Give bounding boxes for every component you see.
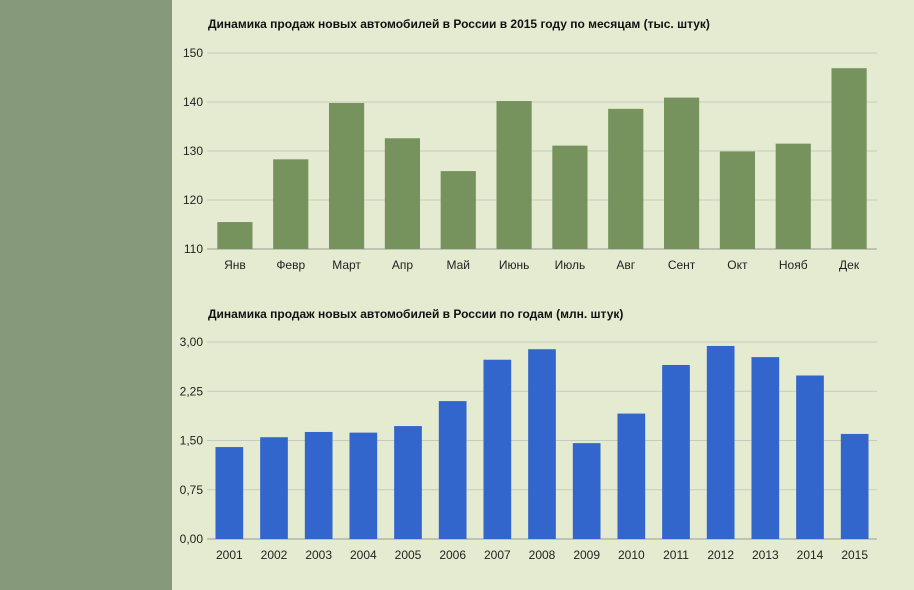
yearly-chart-title: Динамика продаж новых автомобилей в Росс…	[208, 307, 624, 321]
x-tick-label: 2014	[797, 548, 824, 562]
bar	[617, 413, 646, 539]
y-tick-label: 110	[184, 242, 203, 256]
y-tick-label: 130	[183, 144, 203, 158]
bar	[608, 108, 644, 249]
bar	[528, 349, 556, 539]
y-tick-label: 1,50	[180, 434, 204, 448]
x-tick-label: 2004	[350, 548, 377, 562]
x-tick-label: Окт	[727, 258, 748, 272]
bar	[552, 145, 588, 249]
x-tick-label: 2015	[841, 548, 868, 562]
x-tick-label: 2012	[707, 548, 734, 562]
x-tick-label: 2009	[573, 548, 600, 562]
bar	[440, 171, 476, 249]
x-tick-label: Нояб	[779, 258, 808, 272]
x-tick-label: 2010	[618, 548, 645, 562]
bar	[217, 222, 253, 249]
bar	[260, 437, 288, 539]
y-tick-label: 0,00	[180, 532, 204, 546]
bar	[663, 97, 700, 249]
bar	[719, 151, 756, 249]
bar	[328, 102, 365, 249]
x-tick-label: 2005	[395, 548, 422, 562]
x-tick-label: 2002	[261, 548, 288, 562]
y-tick-label: 120	[183, 193, 203, 207]
x-tick-label: Дек	[839, 258, 860, 272]
y-tick-label: 0,75	[180, 483, 204, 497]
x-tick-label: 2006	[439, 548, 466, 562]
x-tick-label: Янв	[224, 258, 246, 272]
x-tick-label: 2001	[216, 548, 243, 562]
bar	[483, 359, 512, 539]
bar	[384, 138, 421, 249]
bar	[840, 433, 869, 539]
x-tick-label: 2013	[752, 548, 779, 562]
bar	[662, 364, 690, 539]
x-tick-label: Авг	[616, 258, 635, 272]
x-tick-label: 2007	[484, 548, 511, 562]
monthly-chart-title: Динамика продаж новых автомобилей в Росс…	[208, 17, 710, 31]
x-tick-label: 2008	[529, 548, 556, 562]
x-tick-label: Июнь	[499, 258, 530, 272]
bar	[394, 426, 422, 539]
y-tick-label: 3,00	[180, 335, 204, 349]
x-tick-label: Март	[332, 258, 361, 272]
bar	[775, 143, 811, 249]
x-tick-label: Апр	[392, 258, 414, 272]
bar	[273, 159, 309, 249]
bar	[796, 375, 824, 539]
bar	[831, 68, 867, 249]
x-tick-label: 2003	[305, 548, 332, 562]
bar	[438, 401, 467, 539]
x-tick-label: Май	[446, 258, 470, 272]
left-sidebar	[0, 0, 172, 590]
bar	[572, 443, 601, 539]
y-tick-label: 150	[183, 46, 203, 60]
y-tick-label: 140	[183, 95, 203, 109]
x-tick-label: 2011	[663, 548, 689, 562]
x-tick-label: Июль	[555, 258, 586, 272]
y-tick-label: 2,25	[180, 384, 204, 398]
bar	[304, 431, 333, 539]
bar	[496, 101, 532, 250]
bar	[349, 432, 378, 539]
x-tick-label: Февр	[276, 258, 305, 272]
bar	[706, 345, 735, 539]
bar	[215, 447, 244, 539]
bar	[751, 357, 780, 539]
x-tick-label: Сент	[668, 258, 696, 272]
